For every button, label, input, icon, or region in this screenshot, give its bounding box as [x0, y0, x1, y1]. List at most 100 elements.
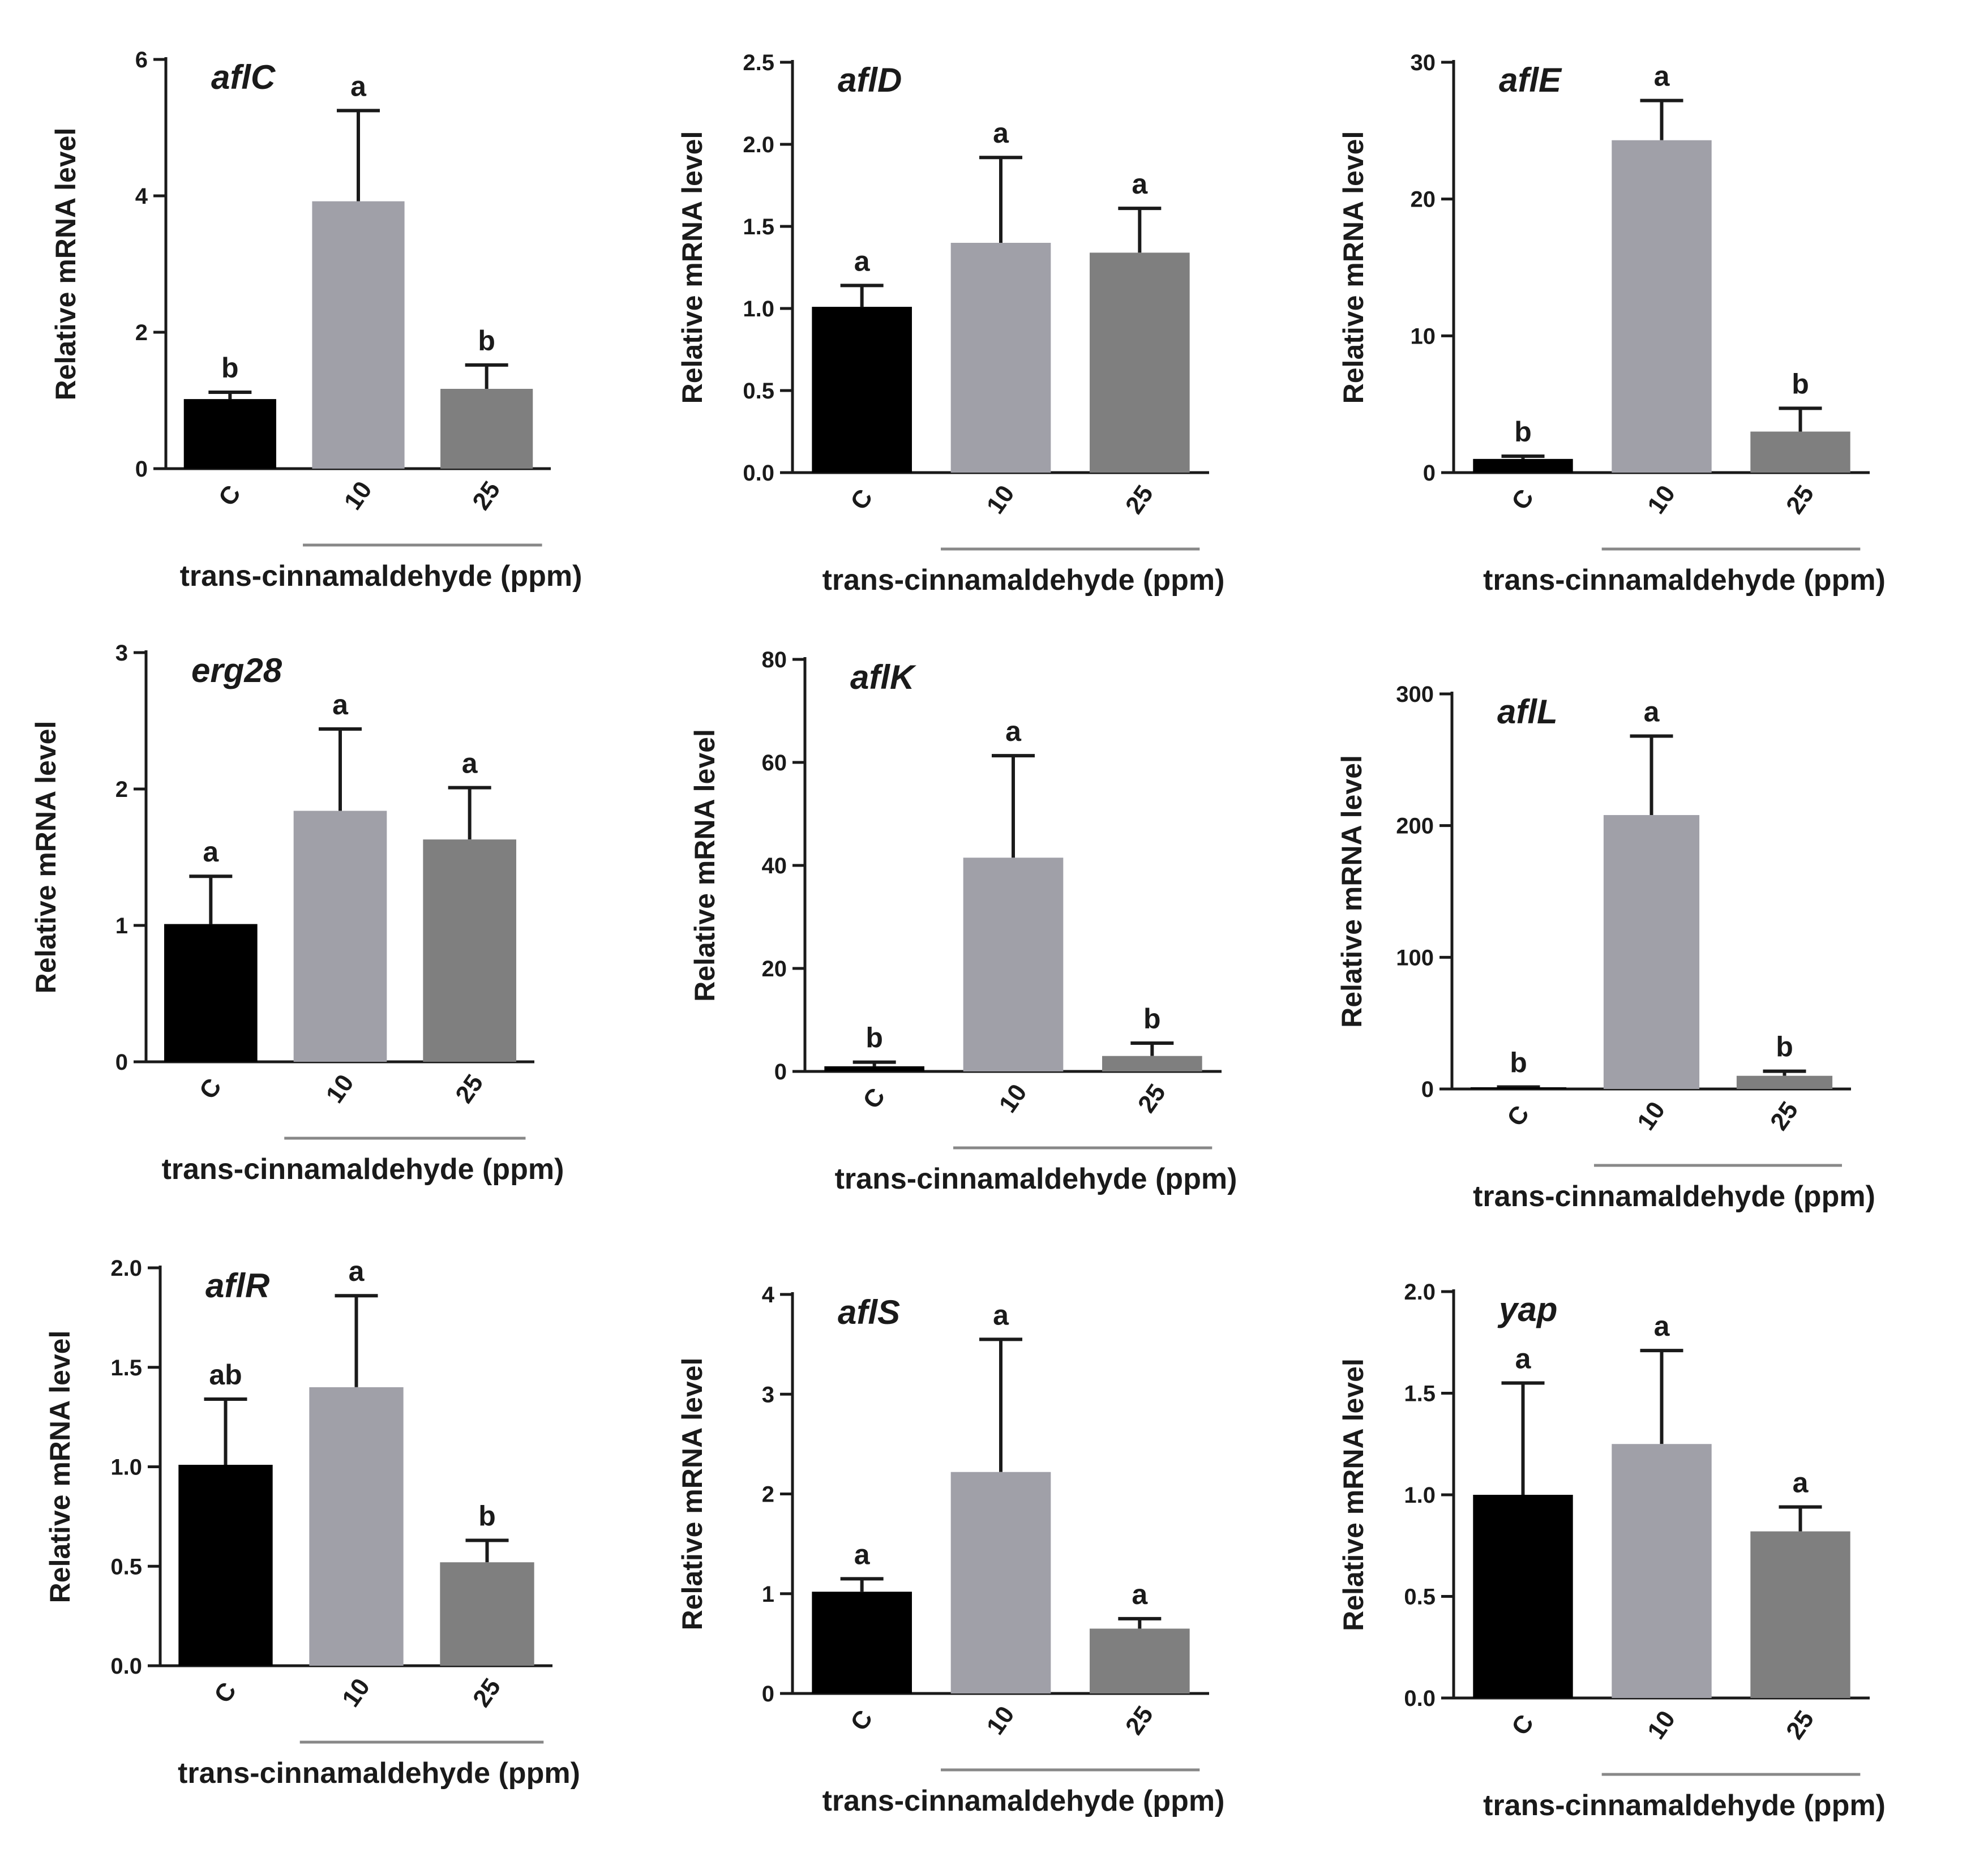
bar-10 — [950, 243, 1051, 473]
bar-25 — [440, 1562, 534, 1666]
x-axis-label: trans-cinnamaldehyde (ppm) — [835, 1163, 1237, 1195]
bar-C — [164, 924, 258, 1062]
x-axis-label: trans-cinnamaldehyde (ppm) — [180, 560, 582, 593]
gene-title: aflS — [838, 1293, 900, 1331]
significance-label: a — [1644, 696, 1660, 727]
significance-label: b — [478, 325, 495, 357]
y-tick-label: 0.5 — [1404, 1585, 1436, 1610]
y-tick-label: 2 — [115, 777, 128, 802]
bar-25 — [1736, 1075, 1833, 1089]
x-axis-label: trans-cinnamaldehyde (ppm) — [822, 1785, 1225, 1817]
gene-title: yap — [1497, 1290, 1557, 1328]
y-tick-label: 1 — [762, 1582, 774, 1607]
category-label-C: C — [1506, 1710, 1539, 1740]
significance-label: a — [1654, 1310, 1670, 1342]
y-tick-label: 80 — [762, 648, 787, 672]
y-axis-label: Relative mRNA level — [689, 729, 721, 1002]
gene-title: aflK — [850, 658, 916, 696]
category-label-10: 10 — [1642, 1706, 1681, 1744]
significance-label: b — [1510, 1047, 1527, 1079]
gene-title: erg28 — [191, 651, 282, 689]
y-tick-label: 2.5 — [743, 50, 774, 75]
category-label-10: 10 — [1642, 481, 1681, 519]
significance-label: b — [866, 1022, 883, 1054]
y-tick-label: 2 — [135, 320, 148, 345]
y-tick-label: 0.5 — [743, 379, 774, 404]
bar-25 — [1090, 1628, 1190, 1693]
category-label-25: 25 — [1133, 1079, 1171, 1118]
bar-10 — [309, 1387, 404, 1666]
category-label-C: C — [845, 1705, 878, 1736]
y-tick-label: 1.5 — [743, 215, 774, 239]
y-tick-label: 30 — [1411, 50, 1436, 75]
bar-C — [1470, 1087, 1567, 1089]
y-axis-label: Relative mRNA level — [676, 131, 708, 404]
category-label-C: C — [845, 484, 878, 515]
y-tick-label: 2 — [762, 1482, 774, 1507]
y-tick-label: 0 — [115, 1050, 128, 1075]
category-label-C: C — [1506, 484, 1539, 515]
y-tick-label: 1 — [115, 914, 128, 938]
panel-aflS: 0 1 2 3 4 a Ca 10 a 25 trans-cinnamaldehyde (ppm) R… — [676, 1283, 1224, 1817]
significance-label: a — [1793, 1467, 1809, 1499]
category-label-C: C — [194, 1074, 227, 1104]
category-label-25: 25 — [1781, 1706, 1819, 1744]
category-label-C: C — [1502, 1101, 1535, 1131]
bar-25 — [423, 839, 516, 1062]
y-tick-label: 3 — [762, 1382, 774, 1407]
panel-aflD: 0.0 0.5 1.0 1.5 2.0 2.5 a Ca 10 a 25 trans-cinnamal… — [676, 50, 1224, 597]
y-tick-label: 20 — [762, 957, 787, 981]
gene-title: aflC — [211, 58, 276, 96]
x-axis-label: trans-cinnamaldehyde (ppm) — [1473, 1180, 1875, 1213]
gene-title: aflL — [1497, 693, 1558, 731]
significance-label: a — [1005, 715, 1022, 747]
y-tick-label: 1.5 — [1404, 1382, 1436, 1407]
significance-label: b — [221, 352, 239, 384]
gene-title: aflD — [838, 61, 902, 99]
significance-label: a — [854, 1538, 871, 1570]
y-tick-label: 100 — [1396, 945, 1434, 970]
category-label-10: 10 — [1632, 1097, 1670, 1135]
x-axis-label: trans-cinnamaldehyde (ppm) — [162, 1153, 564, 1186]
y-tick-label: 3 — [115, 641, 128, 666]
y-tick-label: 200 — [1396, 814, 1434, 839]
significance-label: a — [332, 689, 349, 721]
y-axis-label: Relative mRNA level — [50, 128, 82, 401]
y-axis-label: Relative mRNA level — [676, 1358, 708, 1631]
y-tick-label: 0 — [762, 1682, 774, 1706]
bar-25 — [1750, 1531, 1850, 1698]
y-tick-label: 0.0 — [1404, 1686, 1436, 1711]
category-label-25: 25 — [1120, 1701, 1159, 1740]
bar-C — [812, 1592, 912, 1693]
significance-label: a — [203, 836, 219, 868]
bar-25 — [440, 389, 533, 469]
y-axis-label: Relative mRNA level — [1338, 1358, 1369, 1631]
bar-C — [1473, 458, 1573, 473]
y-tick-label: 0 — [1421, 1077, 1434, 1102]
x-axis-label: trans-cinnamaldehyde (ppm) — [1483, 564, 1886, 597]
bar-10 — [1612, 140, 1712, 473]
y-tick-label: 0 — [1423, 461, 1436, 486]
panel-aflC: 0 2 4 6 b Ca 10 b 25 trans-cinnamaldehyde (ppm) Re… — [50, 48, 582, 593]
category-label-10: 10 — [993, 1079, 1032, 1118]
category-label-10: 10 — [339, 477, 377, 515]
y-tick-label: 1.0 — [1404, 1483, 1436, 1508]
y-axis-label: Relative mRNA level — [30, 721, 62, 994]
y-tick-label: 4 — [762, 1283, 775, 1307]
category-label-10: 10 — [320, 1070, 359, 1108]
bar-25 — [1102, 1056, 1202, 1071]
significance-label: b — [1514, 416, 1532, 448]
y-tick-label: 0.5 — [110, 1554, 142, 1579]
y-tick-label: 0 — [135, 457, 148, 482]
y-tick-label: 40 — [762, 854, 787, 878]
category-label-C: C — [858, 1083, 890, 1114]
bar-25 — [1750, 431, 1850, 473]
significance-label: ab — [209, 1359, 242, 1391]
panel-aflR: 0.0 0.5 1.0 1.5 2.0 ab Ca 10 b 25 trans-cinnamalde… — [44, 1255, 580, 1790]
y-tick-label: 0 — [774, 1060, 787, 1084]
y-axis-label: Relative mRNA level — [1336, 755, 1368, 1028]
bar-10 — [963, 857, 1064, 1071]
significance-label: a — [1132, 168, 1148, 200]
